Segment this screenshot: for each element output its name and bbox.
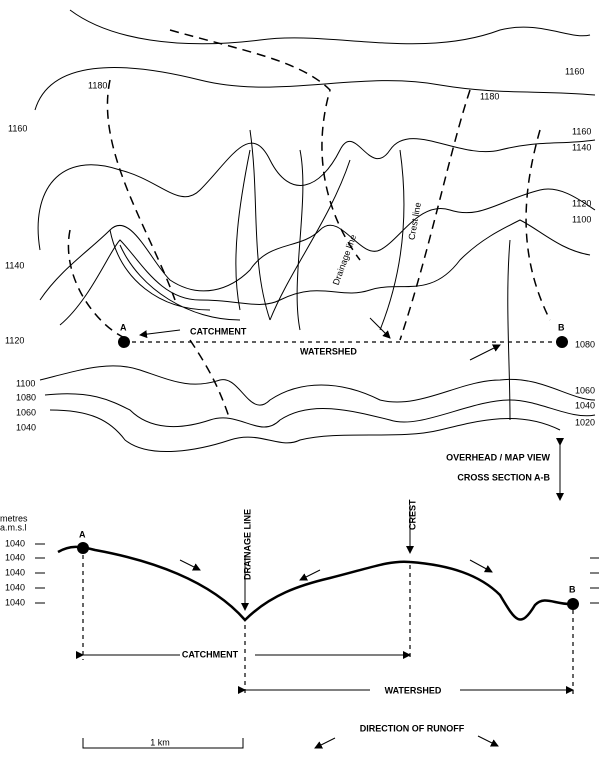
contour-label: 1180 <box>88 80 107 90</box>
point-a <box>118 336 130 348</box>
point-b <box>556 336 568 348</box>
contour-label: 1140 <box>572 142 591 152</box>
runoff-arrow <box>469 344 501 361</box>
contour-label: 1040 <box>575 400 595 410</box>
elevation-label: 1040 <box>5 552 25 562</box>
map-label: Drainage line <box>331 233 359 286</box>
legend-arrow <box>314 737 336 749</box>
elevation-label: 1040 <box>5 567 25 577</box>
view-label: OVERHEAD / MAP VIEW <box>446 452 550 462</box>
contour-label: 1120 <box>5 335 24 345</box>
map-label: WATERSHED <box>300 346 357 356</box>
point-b <box>567 598 579 610</box>
section-label: DRAINAGE LINE <box>242 509 252 580</box>
runoff-arrow <box>139 329 181 339</box>
scale-label: 1 km <box>150 737 170 747</box>
runoff-arrow <box>299 569 321 581</box>
elevation-labels: 1040 1040 1040 1040 1040 <box>5 538 599 607</box>
contours <box>34 9 596 452</box>
contour-label: 1100 <box>16 378 35 388</box>
contour-label: 1120 <box>572 198 591 208</box>
map-label: Crest line <box>406 202 422 241</box>
section-label: A <box>79 529 86 539</box>
point-a <box>77 542 89 554</box>
contour-label: 1160 <box>572 126 591 136</box>
scale-bar <box>82 738 244 749</box>
divides <box>67 29 551 421</box>
runoff-arrow <box>469 559 493 573</box>
guides <box>82 555 574 695</box>
contour-label: 1180 <box>480 91 499 101</box>
legend-label: DIRECTION OF RUNOFF <box>360 723 465 733</box>
contour-label: 1080 <box>575 339 595 349</box>
contour-labels: 1160 1180 1180 1160 1160 1140 1120 1100 … <box>5 66 595 432</box>
streams <box>235 149 511 421</box>
section-label: CREST <box>407 499 417 530</box>
view-label: CROSS SECTION A-B <box>457 472 550 482</box>
runoff-arrow <box>179 559 201 571</box>
section-label: B <box>569 584 576 594</box>
contour-label: 1100 <box>572 214 591 224</box>
contour-label: 1060 <box>16 407 36 417</box>
contour-label: 1160 <box>565 66 584 76</box>
contour-label: 1060 <box>575 385 595 395</box>
contour-label: 1140 <box>5 260 24 270</box>
elevation-label: 1040 <box>5 597 25 607</box>
contour-label: 1040 <box>16 422 36 432</box>
runoff-arrow <box>369 317 391 339</box>
span-label: WATERSHED <box>385 685 442 695</box>
legend-arrow <box>477 735 499 747</box>
map-label: A <box>120 322 127 332</box>
axis-label: a.m.s.l <box>0 522 27 532</box>
contour-label: 1020 <box>575 417 595 427</box>
elevation-label: 1040 <box>5 538 25 548</box>
map-label: B <box>558 322 565 332</box>
profile <box>57 545 574 622</box>
map-label: CATCHMENT <box>190 326 247 336</box>
axis-label: metres <box>0 513 28 523</box>
elevation-label: 1040 <box>5 582 25 592</box>
span-label: CATCHMENT <box>182 649 239 659</box>
contour-label: 1080 <box>16 392 36 402</box>
contour-label: 1160 <box>8 123 27 133</box>
